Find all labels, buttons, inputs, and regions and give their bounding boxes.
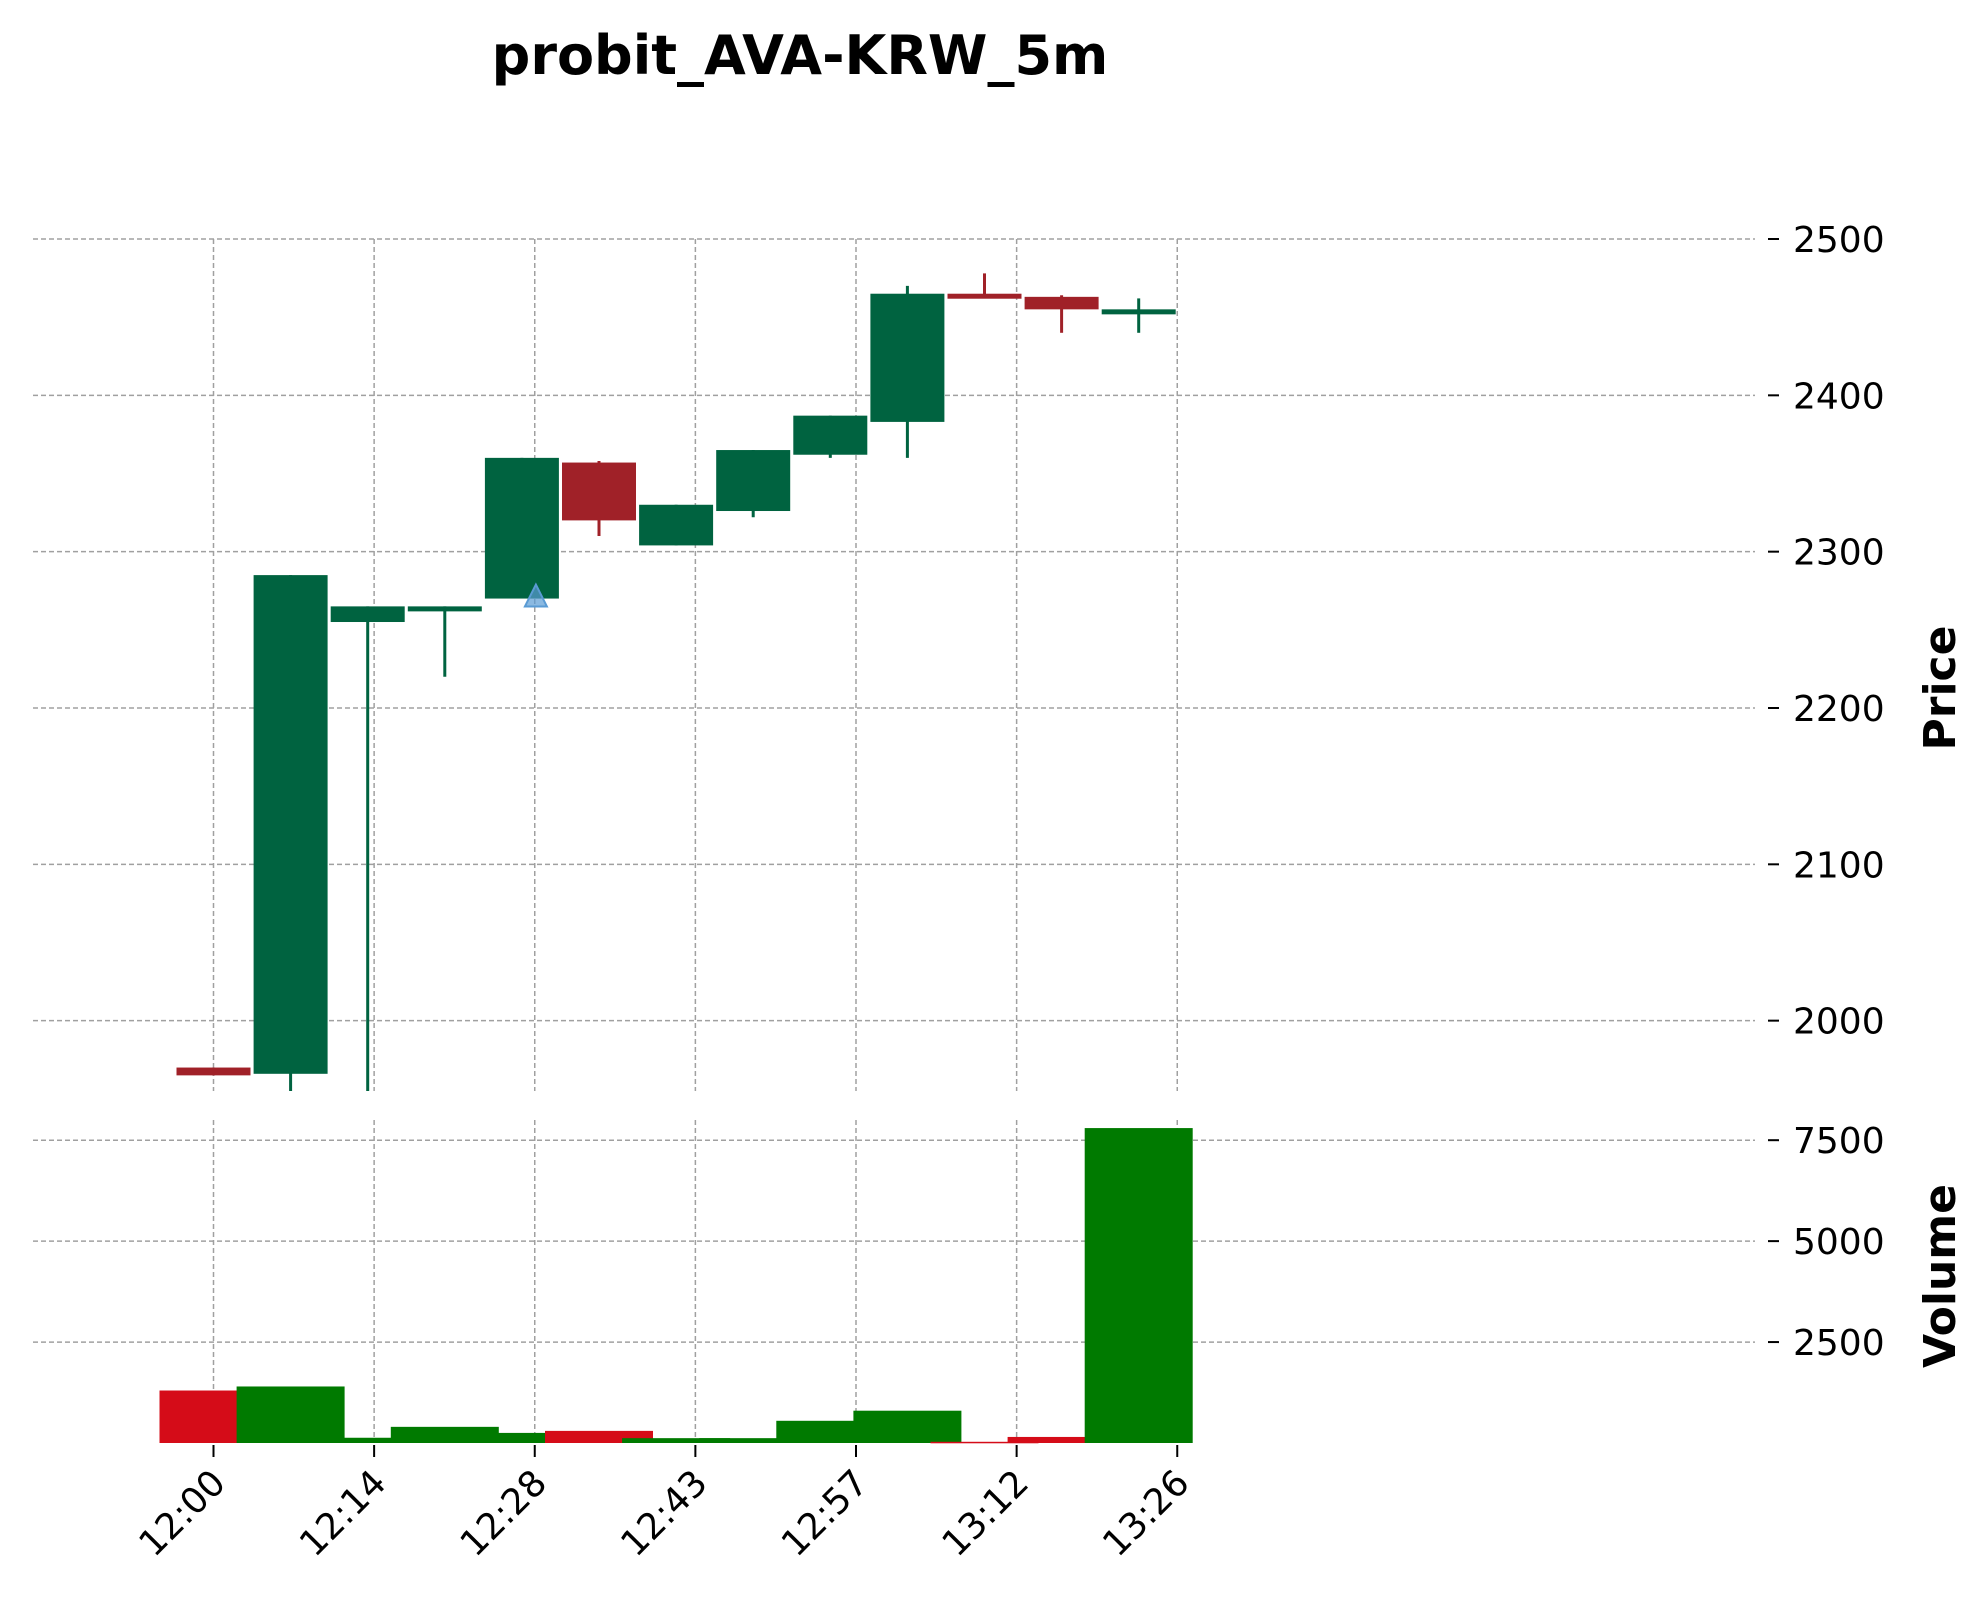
candle-body <box>947 293 1022 299</box>
volume-tick-label: 7500 <box>1793 1121 1885 1162</box>
candle-body <box>330 606 405 623</box>
volume-bar <box>1007 1436 1116 1443</box>
volume-bar <box>236 1386 345 1443</box>
signal-layer <box>523 582 549 608</box>
candle-body <box>1101 309 1176 315</box>
volume-bar <box>313 1437 422 1443</box>
candle-body <box>407 606 482 612</box>
volume-layer <box>159 1128 1193 1444</box>
volume-tick-label: 5000 <box>1793 1222 1885 1263</box>
price-tick-label: 2000 <box>1793 1002 1885 1043</box>
candle-body <box>176 1067 251 1076</box>
chart-title: probit_AVA-KRW_5m <box>492 24 1109 87</box>
volume-bar <box>930 1441 1039 1444</box>
volume-bar <box>467 1432 576 1443</box>
price-axis-label: Price <box>1915 626 1966 751</box>
candles-layer <box>176 273 1176 1091</box>
candle-body <box>793 415 868 455</box>
candle-body <box>1024 296 1099 310</box>
volume-bar <box>699 1438 808 1443</box>
candle-body <box>870 293 945 422</box>
candle-body <box>562 462 636 521</box>
grid-layer <box>33 238 1755 1443</box>
candle-body <box>253 575 328 1074</box>
candle-body <box>639 504 714 546</box>
price-tick-label: 2500 <box>1793 220 1885 261</box>
price-tick-label: 2200 <box>1793 689 1885 730</box>
candle-body <box>484 457 559 599</box>
volume-axis-label: Volume <box>1915 1184 1966 1368</box>
volume-bar <box>622 1438 731 1443</box>
volume-bar <box>853 1410 962 1443</box>
price-tick-label: 2100 <box>1793 845 1885 886</box>
price-tick-label: 2400 <box>1793 376 1885 417</box>
candle-body <box>716 450 791 512</box>
volume-bar <box>1084 1128 1193 1443</box>
price-tick-label: 2300 <box>1793 533 1885 574</box>
volume-tick-label: 2500 <box>1793 1323 1885 1364</box>
buy-signal-marker <box>523 582 549 608</box>
